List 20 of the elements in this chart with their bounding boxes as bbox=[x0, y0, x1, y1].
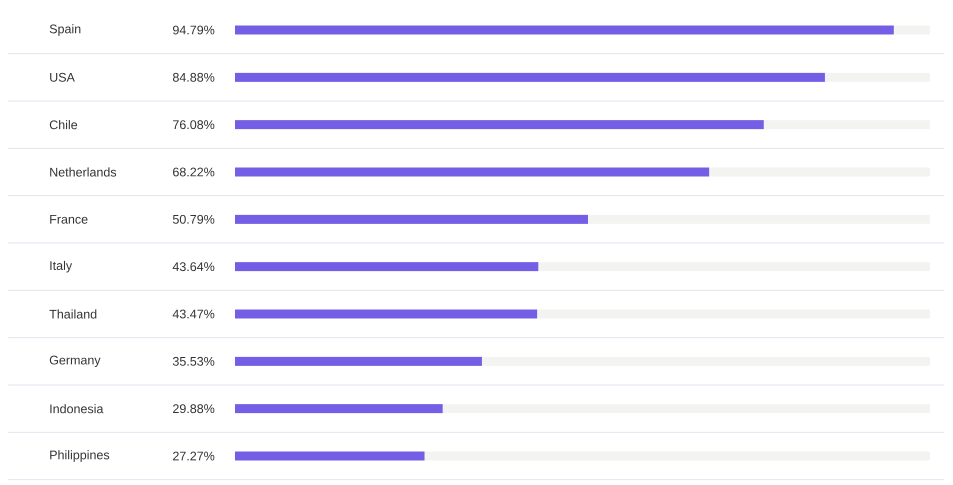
y-tick-label: Spain bbox=[50, 24, 80, 36]
y-tick-label: Germany bbox=[50, 356, 101, 367]
y-tick-label: Philippines bbox=[50, 450, 110, 462]
y-tick-label: Thailand bbox=[49, 309, 96, 319]
data-label: 68.22% bbox=[173, 168, 214, 176]
y-tick-label: Indonesia bbox=[50, 404, 104, 414]
data-label: 76.08% bbox=[173, 120, 214, 130]
data-label: 84.88% bbox=[172, 72, 214, 82]
data-label: 43.47% bbox=[172, 310, 214, 318]
data-label: 27.27% bbox=[173, 452, 214, 460]
y-tick-label: Chile bbox=[50, 120, 78, 130]
data-label: 35.53% bbox=[172, 356, 214, 366]
y-tick-label: Italy bbox=[50, 260, 72, 272]
data-label: 29.88% bbox=[173, 404, 214, 414]
y-tick-label: France bbox=[50, 214, 88, 224]
data-label: 94.79% bbox=[173, 26, 214, 34]
data-label: 43.64% bbox=[172, 262, 214, 272]
data-label: 50.79% bbox=[172, 214, 214, 224]
y-tick-label: USA bbox=[50, 72, 75, 82]
y-tick-label: Netherlands bbox=[50, 167, 116, 177]
